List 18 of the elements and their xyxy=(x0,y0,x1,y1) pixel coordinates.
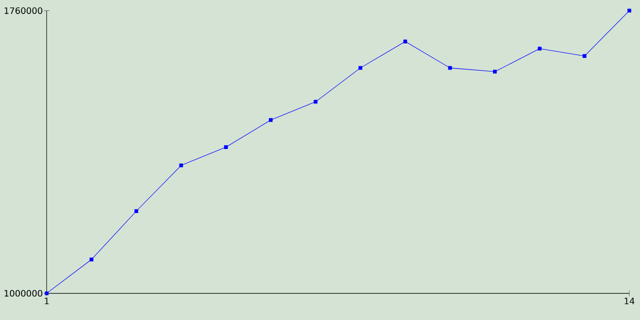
x-tick-label: 1 xyxy=(44,298,49,304)
x-tick-label: 14 xyxy=(624,298,634,304)
y-tick-label: 1000000 xyxy=(4,290,42,297)
point xyxy=(358,66,362,70)
point xyxy=(492,70,497,74)
point xyxy=(44,291,49,296)
point xyxy=(448,66,452,70)
point xyxy=(134,209,138,213)
point xyxy=(538,46,542,50)
point xyxy=(582,54,586,58)
point xyxy=(403,40,408,44)
y-tick-label: 1760000 xyxy=(4,7,42,14)
point xyxy=(268,118,273,122)
point xyxy=(314,100,318,104)
point xyxy=(224,145,228,150)
point xyxy=(627,8,632,13)
point xyxy=(179,164,183,168)
point xyxy=(90,258,94,262)
